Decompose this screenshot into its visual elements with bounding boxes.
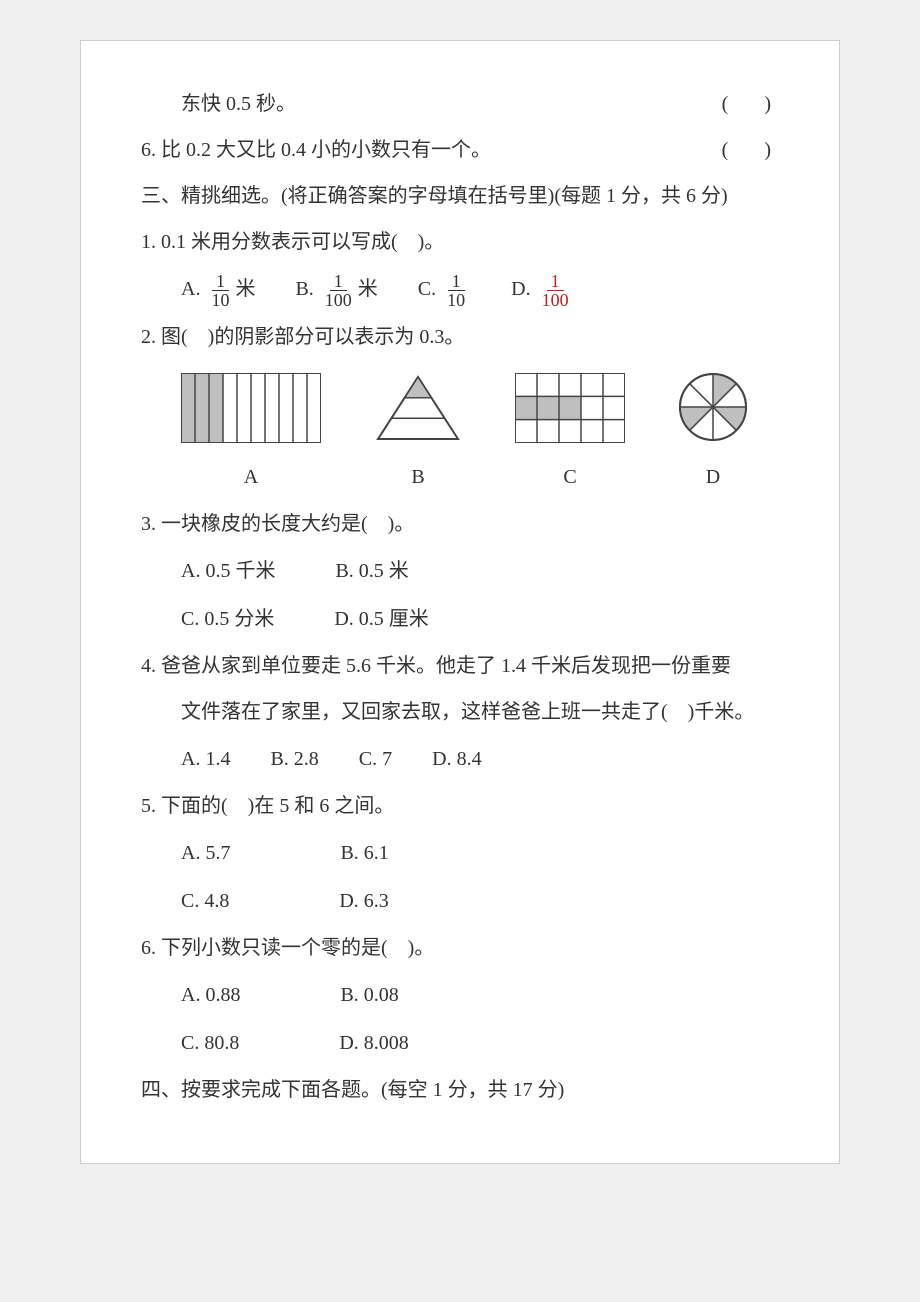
figB-label: B xyxy=(411,453,424,501)
fraction: 1 10 xyxy=(207,272,233,309)
figA-label: A xyxy=(244,453,258,501)
opt-label: D. xyxy=(511,278,530,300)
s3-q1-optA[interactable]: A. 1 10 米 xyxy=(181,265,255,313)
figure-D[interactable]: D xyxy=(677,371,749,501)
figD-label: D xyxy=(706,453,720,501)
s3-q1-options: A. 1 10 米 B. 1 100 米 C. 1 10 D. 1 100 xyxy=(141,265,779,313)
s3-q3-row2: C. 0.5 分米 D. 0.5 厘米 xyxy=(141,595,779,643)
s3-q5-optD[interactable]: D. 6.3 xyxy=(339,877,388,925)
section3-heading: 三、精挑细选。(将正确答案的字母填在括号里)(每题 1 分，共 6 分) xyxy=(141,173,779,219)
s3-q6-row1: A. 0.88 B. 0.08 xyxy=(141,971,779,1019)
figD-svg xyxy=(677,371,749,443)
fraction: 1 100 xyxy=(321,272,356,309)
answer-paren[interactable]: ( ) xyxy=(722,127,779,173)
figC-label: C xyxy=(563,453,576,501)
s3-q6-optB[interactable]: B. 0.08 xyxy=(340,971,398,1019)
answer-paren[interactable]: ( ) xyxy=(722,81,779,127)
fraction: 1 10 xyxy=(443,272,469,309)
s3-q1-prompt: 1. 0.1 米用分数表示可以写成( )。 xyxy=(141,219,779,265)
worksheet-page: 东快 0.5 秒。 ( ) 6. 比 0.2 大又比 0.4 小的小数只有一个。… xyxy=(80,40,840,1164)
s3-q5-optC[interactable]: C. 4.8 xyxy=(181,877,229,925)
s3-q3-optC[interactable]: C. 0.5 分米 xyxy=(181,595,274,643)
s3-q6-prompt: 6. 下列小数只读一个零的是( )。 xyxy=(141,925,779,971)
s3-q6-optA[interactable]: A. 0.88 xyxy=(181,971,240,1019)
s3-q4-optD[interactable]: D. 8.4 xyxy=(432,735,481,783)
opt-label: C. xyxy=(418,278,436,300)
fraction: 1 100 xyxy=(538,272,573,309)
s3-q5-prompt: 5. 下面的( )在 5 和 6 之间。 xyxy=(141,783,779,829)
s3-q3-optB[interactable]: B. 0.5 米 xyxy=(335,547,408,595)
s3-q5-optB[interactable]: B. 6.1 xyxy=(340,829,388,877)
s3-q3-optD[interactable]: D. 0.5 厘米 xyxy=(334,595,428,643)
figure-A[interactable]: A xyxy=(181,373,321,501)
s3-q4-optA[interactable]: A. 1.4 xyxy=(181,735,230,783)
judge-q6: 6. 比 0.2 大又比 0.4 小的小数只有一个。 ( ) xyxy=(141,127,779,173)
s3-q3-prompt: 3. 一块橡皮的长度大约是( )。 xyxy=(141,501,779,547)
figC-svg xyxy=(515,373,625,443)
s3-q3-row1: A. 0.5 千米 B. 0.5 米 xyxy=(141,547,779,595)
s3-q4-options: A. 1.4 B. 2.8 C. 7 D. 8.4 xyxy=(141,735,779,783)
figA-svg xyxy=(181,373,321,443)
opt-label: B. xyxy=(295,278,313,300)
s3-q2-prompt: 2. 图( )的阴影部分可以表示为 0.3。 xyxy=(141,313,779,361)
s3-q4-line2: 文件落在了家里，又回家去取，这样爸爸上班一共走了( )千米。 xyxy=(141,689,779,735)
s3-q5-row2: C. 4.8 D. 6.3 xyxy=(141,877,779,925)
s3-q4-optC[interactable]: C. 7 xyxy=(359,735,392,783)
residual-line: 东快 0.5 秒。 ( ) xyxy=(141,81,779,127)
figure-B[interactable]: B xyxy=(373,373,463,501)
figB-svg xyxy=(373,373,463,443)
s3-q1-optD[interactable]: D. 1 100 xyxy=(511,265,574,313)
figure-C[interactable]: C xyxy=(515,373,625,501)
s3-q2-figures: A B xyxy=(141,371,779,501)
s3-q1-optB[interactable]: B. 1 100 米 xyxy=(295,265,377,313)
s3-q5-optA[interactable]: A. 5.7 xyxy=(181,829,230,877)
s3-q5-row1: A. 5.7 B. 6.1 xyxy=(141,829,779,877)
judge-q6-text: 6. 比 0.2 大又比 0.4 小的小数只有一个。 xyxy=(141,127,491,173)
s3-q4-line1: 4. 爸爸从家到单位要走 5.6 千米。他走了 1.4 千米后发现把一份重要 xyxy=(141,643,779,689)
s3-q3-optA[interactable]: A. 0.5 千米 xyxy=(181,547,275,595)
s3-q6-optC[interactable]: C. 80.8 xyxy=(181,1019,239,1067)
section4-heading: 四、按要求完成下面各题。(每空 1 分，共 17 分) xyxy=(141,1067,779,1113)
s3-q6-row2: C. 80.8 D. 8.008 xyxy=(141,1019,779,1067)
s3-q1-optC[interactable]: C. 1 10 xyxy=(418,265,471,313)
opt-label: A. xyxy=(181,278,200,300)
residual-text: 东快 0.5 秒。 xyxy=(181,81,296,127)
s3-q4-optB[interactable]: B. 2.8 xyxy=(270,735,318,783)
s3-q6-optD[interactable]: D. 8.008 xyxy=(339,1019,408,1067)
